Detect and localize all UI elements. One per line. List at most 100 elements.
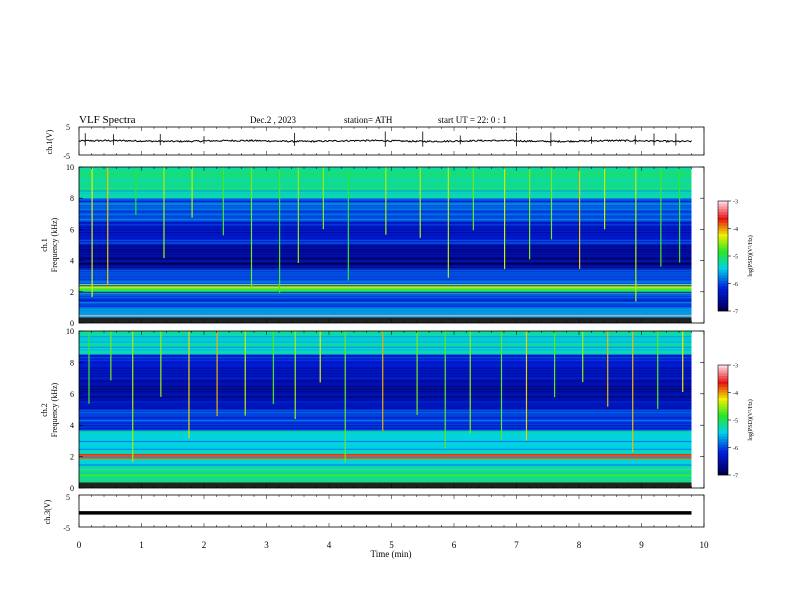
ch1-spectrogram-sferic-19	[604, 167, 606, 230]
ch2-spectrogram-cb-label-0: -3	[733, 364, 738, 370]
ch1-spectrogram-sferic-7	[279, 167, 281, 293]
ch2-spectrogram-cb-step-24	[718, 431, 728, 435]
ch2-spectrogram-row-8	[79, 464, 692, 466]
ch2-spectrogram-cb-step-29	[718, 444, 728, 448]
time-axis-tick-label-6: 6	[452, 540, 457, 550]
ch2-spectrogram-cb-step-21	[718, 422, 728, 426]
ch2-spectrogram-cb-step-22	[718, 425, 728, 429]
ch1-spectrogram-row-21	[79, 265, 692, 267]
ch1-spectrogram-sferic-5	[222, 167, 224, 236]
ch1-spectrogram-sferic-9	[322, 167, 324, 230]
ch2-spectrogram-row-22	[79, 427, 692, 429]
ch1-spectrogram-cb-step-22	[718, 261, 728, 265]
ch2-spectrogram-cb-step-18	[718, 414, 728, 418]
ch2-spectrogram-row-7	[79, 467, 692, 469]
ch1-spectrogram-cb-step-1	[718, 203, 728, 207]
ch1-spectrogram-cb-step-31	[718, 286, 728, 290]
ch2-spectrogram-row-29	[79, 409, 692, 411]
ch2-spectrogram-cb-label-3: -6	[733, 446, 738, 452]
ch1-spectrogram-cb-step-6	[718, 217, 728, 221]
ch1-spectrogram-cb-label-2: -5	[733, 255, 738, 261]
ch2-spectrogram-row-55	[79, 341, 692, 343]
ch2-spectrogram-row-30	[79, 406, 692, 409]
ch2-spectrogram-cb-step-19	[718, 417, 728, 421]
ch2-spectrogram-row-42	[79, 375, 692, 377]
ch1-spectrogram-cb-step-9	[718, 225, 728, 229]
ch2-spectrogram-cb-step-16	[718, 409, 728, 413]
ch2-spectrogram-row-2	[79, 480, 692, 482]
ch1-spectrogram-row-26	[79, 252, 692, 254]
ch1-spectrogram-sferic-16	[529, 167, 531, 260]
time-axis-tick-label-9: 9	[639, 540, 644, 550]
ch2-spectrogram-row-35	[79, 393, 692, 395]
ch2-spectrogram-cb-step-10	[718, 392, 728, 396]
ch1-waveform-ytick-bottom: -5	[63, 152, 70, 161]
ch2-spectrogram-row-48	[79, 359, 692, 361]
ch2-spectrogram-sferic-0	[88, 331, 90, 404]
ch1-spectrogram-row-24	[79, 258, 692, 260]
ch1-waveform-panel: 5 -5 ch.1(V)	[45, 123, 705, 161]
ch2-spectrogram-cb-step-34	[718, 458, 728, 462]
ch1-spectrogram-row-6	[79, 304, 692, 306]
ch1-spectrogram-row-32	[79, 237, 692, 239]
ch1-spectrogram-sferic-10	[347, 167, 349, 281]
ch1-spectrogram-sferic-1	[107, 167, 109, 286]
ch1-spectrogram-row-31	[79, 239, 692, 241]
ch2-spectrogram-sferic-13	[444, 331, 446, 449]
ch1-spectrogram-sferic-22	[679, 167, 681, 263]
ch1-spectrogram-ytick-label-5: 10	[66, 163, 74, 172]
ch1-spectrogram-cb-step-8	[718, 223, 728, 227]
ch1-spectrogram-sferic-11	[385, 167, 387, 235]
ch2-spectrogram-row-34	[79, 396, 692, 398]
ch2-spectrogram-cb-step-0	[718, 365, 728, 369]
ch1-spectrogram-cb-step-4	[718, 212, 728, 216]
ch1-spectrogram-cb-step-3	[718, 209, 728, 213]
ch2-spectrogram-cb-step-7	[718, 384, 728, 388]
ch2-spectrogram-sferic-19	[607, 331, 609, 407]
ch2-spectrogram-cb-step-3	[718, 373, 728, 377]
ch2-spectrogram-ticks: 0 2 4 6 8 10	[66, 327, 705, 493]
ch1-waveform-trace	[78, 131, 692, 147]
ch2-spectrogram-row-20	[79, 433, 692, 435]
date-label: Dec.2 , 2023	[250, 115, 296, 125]
ch1-spectrogram-row-28	[79, 247, 692, 249]
ch2-spectrogram-cb-step-27	[718, 439, 728, 443]
ch1-spectrogram-sferic-8	[297, 167, 299, 263]
ch2-colorbar-label: log(PSD)(V²/Hz)	[747, 399, 754, 440]
ch2-spectrogram-cb-label-1: -4	[733, 391, 738, 397]
ch1-spectrogram-row-18	[79, 273, 692, 275]
ch1-spectrogram-cb-step-18	[718, 250, 728, 254]
figure-title: VLF Spectra	[79, 114, 136, 126]
ch1-spectrogram-row-5	[79, 307, 692, 309]
ch1-spectrogram-sferic-18	[579, 167, 581, 270]
ch1-spectrogram-row-17	[79, 276, 692, 278]
ch1-spectrogram-cb-step-26	[718, 272, 728, 276]
ch2-spectrogram-sferic-11	[382, 331, 384, 431]
ch2-spectrogram-row-38	[79, 385, 692, 388]
ch2-spectrogram-cb-step-8	[718, 387, 728, 391]
ch2-spectrogram-cb-step-36	[718, 464, 728, 468]
ch2-spectrogram-sferic-7	[272, 331, 274, 404]
ch1-spectrogram-cb-step-27	[718, 275, 728, 279]
ch2-spectrogram-cb-step-12	[718, 398, 728, 402]
ch2-spectrogram-cb-step-31	[718, 450, 728, 454]
time-axis-label: Time (min)	[371, 549, 412, 559]
ch2-spectrogram-ytick-label-5: 10	[66, 327, 74, 336]
ch1-spectrogram-row-25	[79, 255, 692, 257]
ch2-spectrogram-sferic-4	[188, 331, 190, 439]
ch2-spectrogram-sferic-20	[632, 331, 634, 453]
ch1-spectrogram-cb-step-33	[718, 291, 728, 295]
ch1-spectrogram-row-10	[79, 294, 692, 296]
ch3-waveform-frame	[78, 494, 705, 528]
ch2-spectrogram-row-46	[79, 365, 692, 367]
ch2-spectrogram-row-44	[79, 370, 692, 372]
ch2-spectrogram-cb-step-20	[718, 420, 728, 424]
ch1-spectrogram-sferic-15	[504, 167, 506, 270]
ch1-spectrogram-cb-step-17	[718, 247, 728, 251]
ch2-spectrogram-row-23	[79, 425, 692, 427]
ch2-spectrogram-ylabel-frequency: Frequency (kHz)	[50, 382, 59, 437]
ch2-spectrogram-row-47	[79, 362, 692, 364]
ch2-spectrogram-row-17	[79, 440, 692, 443]
ch1-spectrogram-row-29	[79, 245, 692, 247]
